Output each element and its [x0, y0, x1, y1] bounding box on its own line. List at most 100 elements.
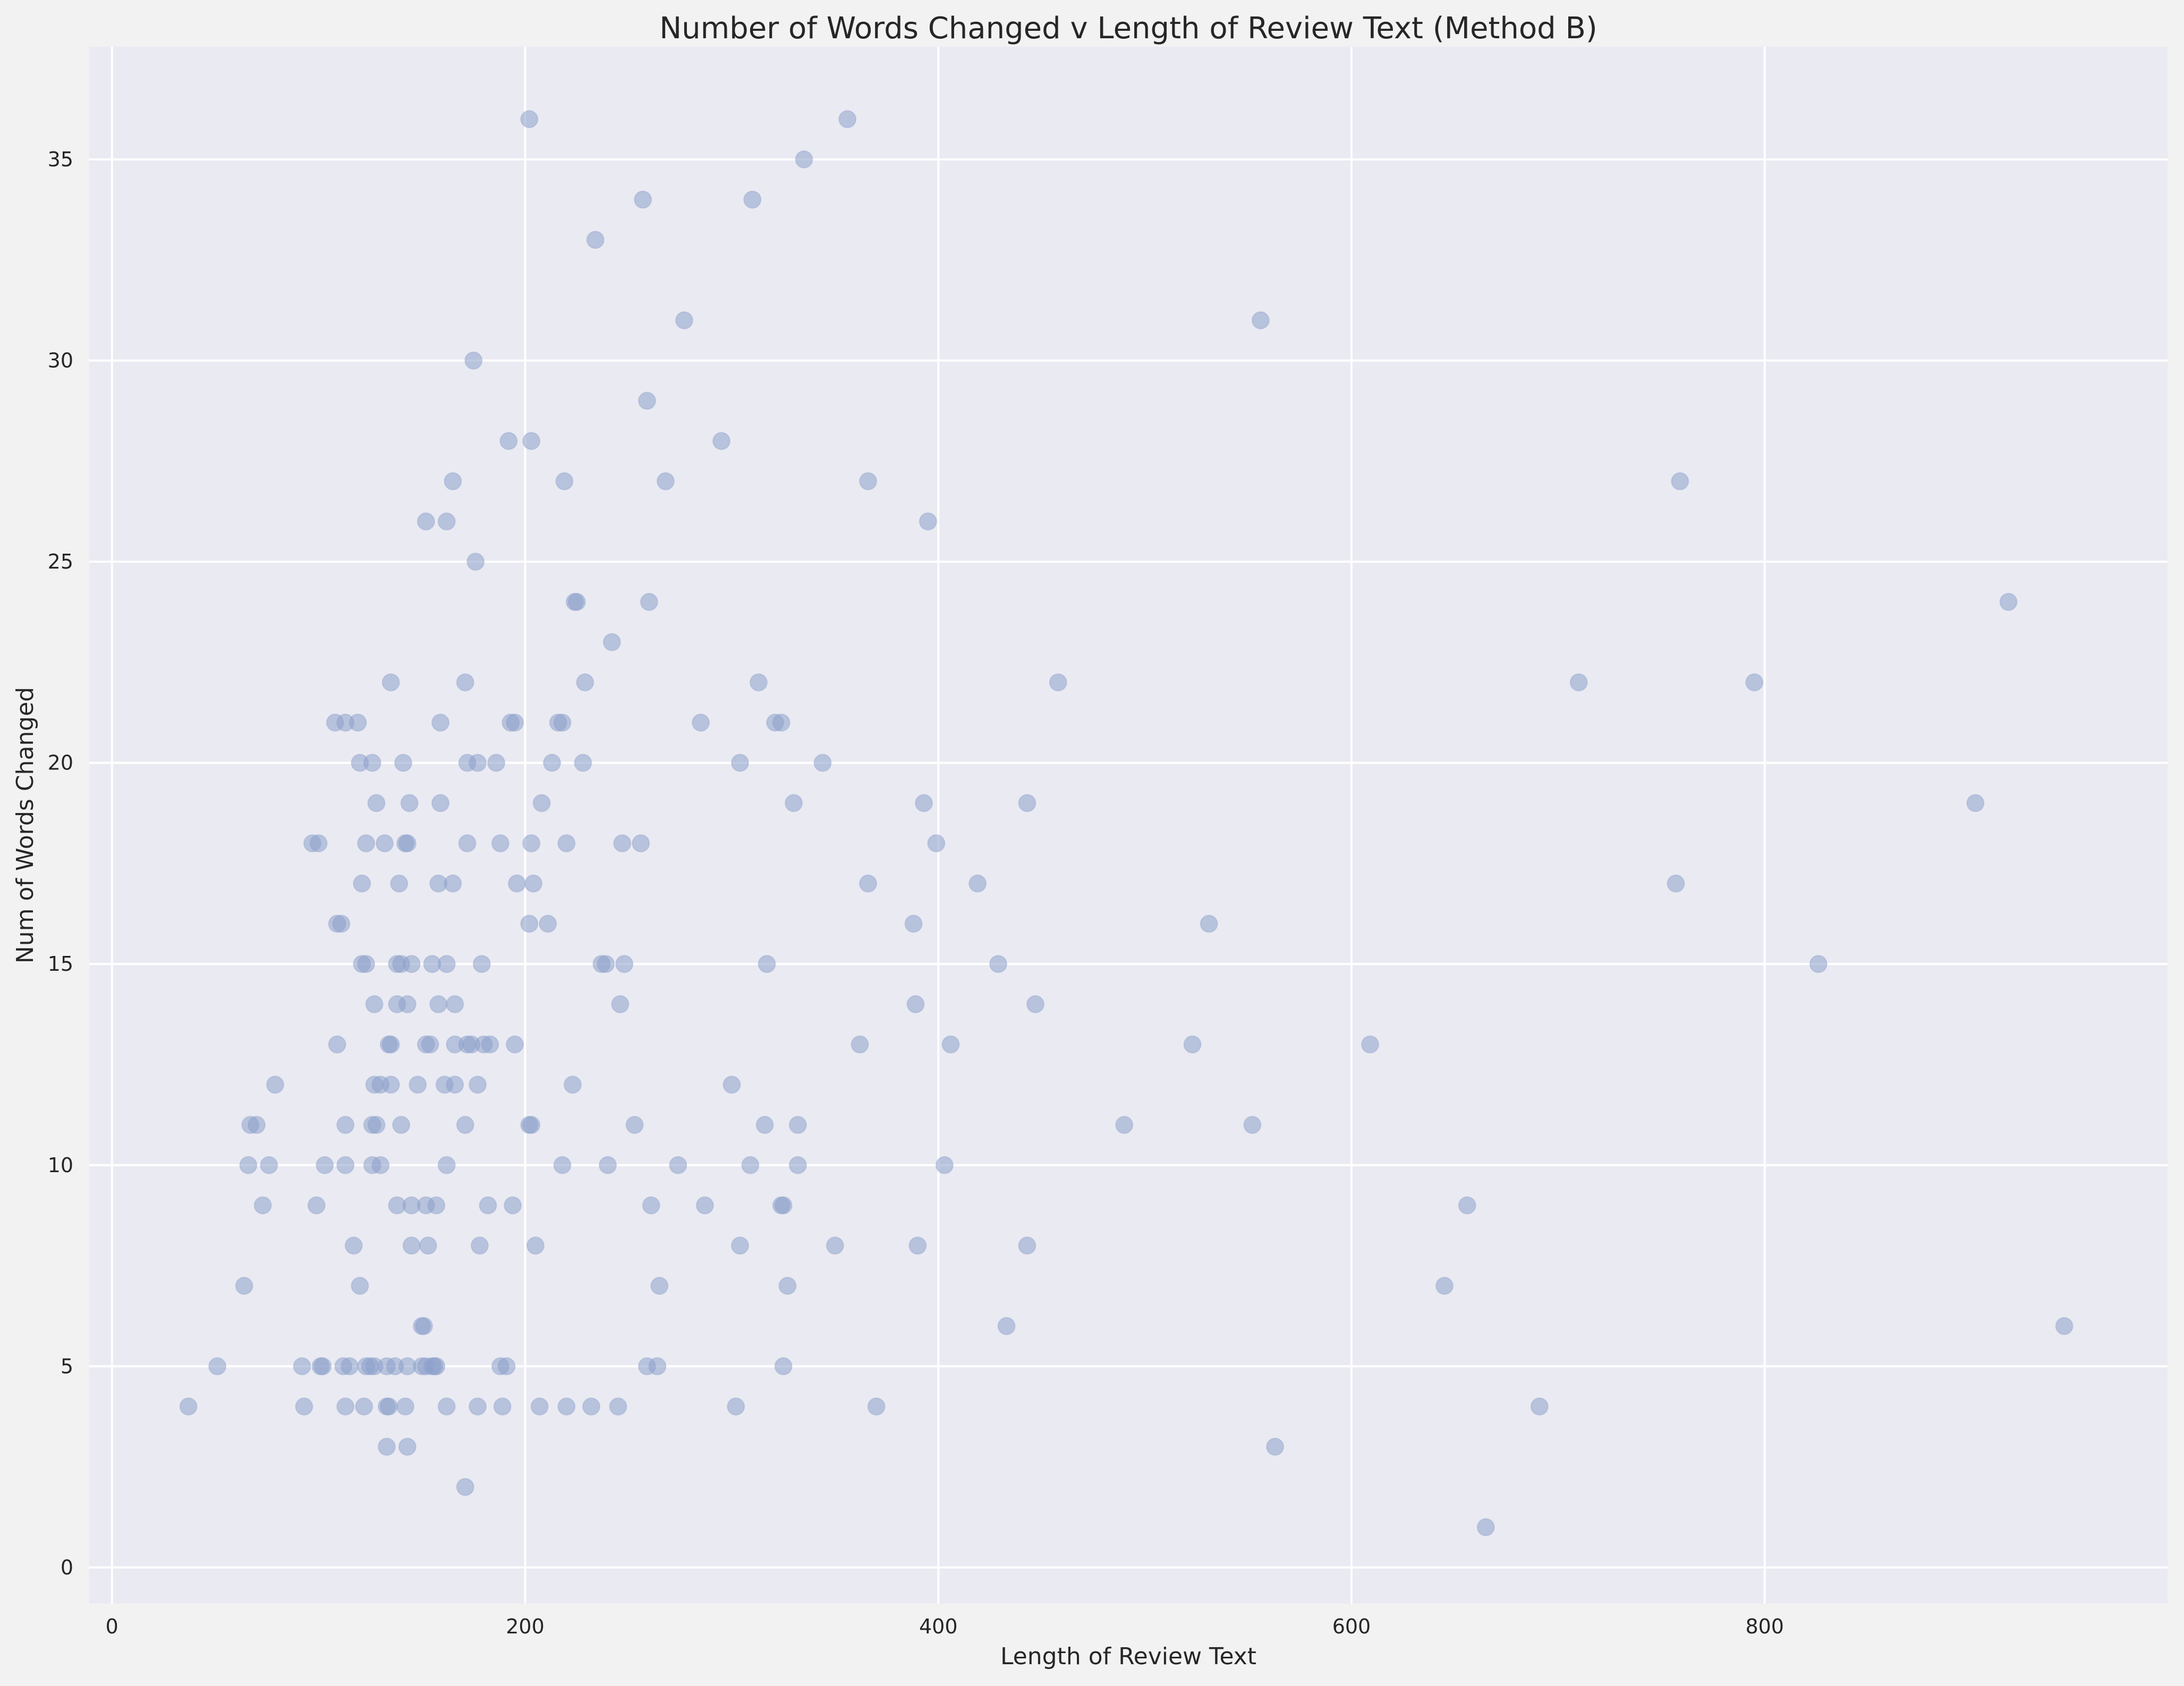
data-point [1809, 955, 1828, 973]
data-point [469, 753, 487, 772]
data-point [520, 110, 539, 129]
y-tick-label: 10 [48, 1154, 73, 1177]
data-point [613, 834, 632, 853]
data-point [788, 1156, 807, 1174]
data-point [398, 995, 417, 1013]
data-point [656, 472, 675, 490]
data-point [1026, 995, 1045, 1013]
x-tick-label: 600 [1332, 1615, 1371, 1638]
data-point [574, 753, 592, 772]
data-point [1458, 1196, 1476, 1215]
data-point [355, 1397, 373, 1416]
data-point [466, 553, 485, 571]
data-point [437, 1156, 456, 1174]
data-point [446, 995, 464, 1013]
data-point [367, 794, 386, 812]
data-point [615, 955, 634, 973]
data-point [908, 1236, 927, 1255]
data-point [376, 834, 394, 853]
data-point [429, 995, 448, 1013]
data-point [997, 1317, 1016, 1335]
data-point [1435, 1276, 1454, 1295]
data-point [179, 1397, 198, 1416]
data-point [336, 1116, 355, 1134]
data-point [417, 512, 435, 531]
data-point [640, 592, 658, 611]
data-point [309, 834, 328, 853]
data-point [1966, 794, 1985, 812]
data-point [456, 673, 474, 692]
data-point [381, 673, 400, 692]
data-point [758, 955, 776, 973]
data-point [446, 1075, 464, 1094]
data-point [357, 834, 376, 853]
data-point [431, 713, 450, 732]
data-point [336, 1156, 355, 1174]
data-point [402, 1236, 421, 1255]
data-point [456, 1116, 474, 1134]
data-point [692, 713, 710, 732]
data-point [260, 1156, 278, 1174]
plot-area [89, 47, 2168, 1604]
data-point [1251, 311, 1270, 329]
data-point [1243, 1116, 1262, 1134]
data-point [307, 1196, 326, 1215]
x-tick-labels: 0 200 400 600 800 [106, 1615, 1784, 1638]
data-point [1745, 673, 1764, 692]
y-tick-label: 20 [48, 751, 73, 775]
data-point [989, 955, 1008, 973]
data-point [396, 1397, 414, 1416]
data-point [904, 914, 923, 933]
data-point [557, 834, 576, 853]
data-point [522, 431, 541, 450]
data-point [935, 1156, 954, 1174]
data-point [586, 231, 605, 249]
data-point [1530, 1397, 1549, 1416]
y-tick-labels: 0 5 10 15 20 25 30 35 [48, 148, 73, 1579]
x-tick-label: 800 [1745, 1615, 1784, 1638]
data-point [772, 713, 791, 732]
data-point [520, 914, 539, 933]
data-point [1569, 673, 1588, 692]
data-point [493, 1397, 512, 1416]
y-tick-label: 25 [48, 550, 73, 573]
data-point [367, 1116, 386, 1134]
data-point [392, 1116, 411, 1134]
data-point [239, 1156, 258, 1174]
data-point [730, 753, 749, 772]
data-point [927, 834, 946, 853]
data-point [351, 1276, 369, 1295]
data-point [522, 1116, 541, 1134]
data-point [1183, 1035, 1202, 1054]
data-point [557, 1397, 576, 1416]
data-point [469, 1397, 487, 1416]
data-point [293, 1357, 311, 1376]
x-axis-label: Length of Review Text [1000, 1643, 1256, 1670]
data-point [371, 1156, 390, 1174]
data-point [472, 955, 491, 973]
data-point [919, 512, 937, 531]
data-point [1667, 874, 1685, 893]
data-point [741, 1156, 760, 1174]
data-point [421, 1035, 439, 1054]
data-point [567, 592, 586, 611]
data-point [507, 874, 526, 893]
data-point [669, 1156, 687, 1174]
data-point [336, 1397, 355, 1416]
data-point [414, 1317, 433, 1335]
data-point [1361, 1035, 1379, 1054]
data-point [906, 995, 925, 1013]
data-point [398, 834, 417, 853]
data-point [650, 1276, 669, 1295]
data-point [458, 834, 477, 853]
y-tick-label: 30 [48, 349, 73, 372]
data-point [532, 794, 551, 812]
data-point [437, 512, 456, 531]
data-point [437, 1397, 456, 1416]
data-point [1999, 592, 2018, 611]
data-point [632, 834, 650, 853]
data-point [394, 753, 413, 772]
data-point [602, 633, 621, 651]
data-point [499, 431, 518, 450]
data-point [295, 1397, 313, 1416]
